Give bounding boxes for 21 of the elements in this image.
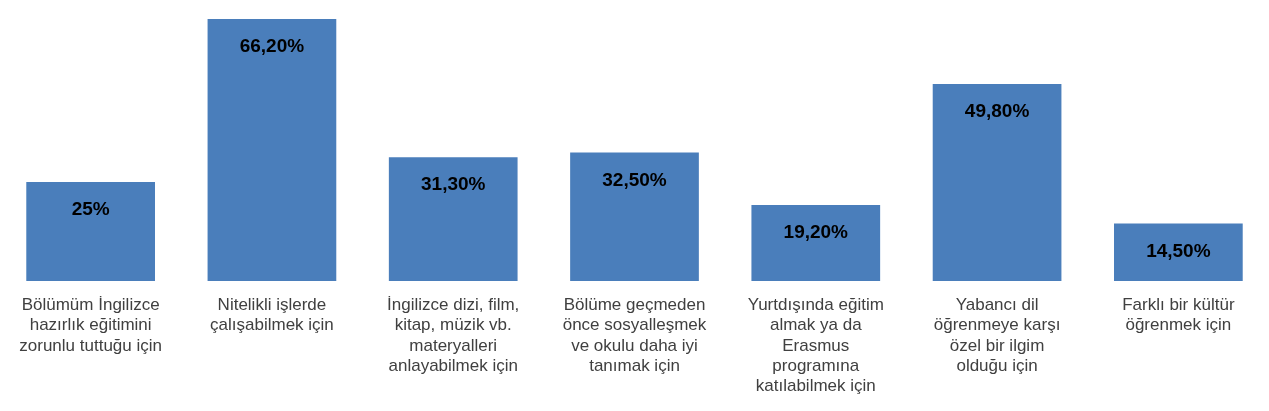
data-label: 49,80% [964,100,1030,122]
data-label: 32,50% [602,168,667,190]
bar [26,182,155,281]
x-tick-label: İngilizce dizi, film, kitap, müzik vb. materyalleri anlayabilmek için [387,294,520,376]
data-label: 66,20% [239,35,305,57]
data-label: 25% [71,198,110,220]
bar [932,83,1062,281]
data-label: 14,50% [1146,239,1211,261]
x-tick-label: Yurtdışında eğitim almak ya da Erasmus programına katılabilmek için [747,294,884,396]
bar [207,19,337,281]
x-tick-label: Bölüme geçmeden önce sosyalleşmek ve okulu daha iyi tanımak için [562,294,707,376]
x-tick-label: Farklı bir kültür öğrenmek için [1122,294,1235,335]
bar [751,205,881,281]
bar [570,152,699,281]
x-tick-label: Bölümüm İngilizce hazırlık eğitimini zorunlu tuttuğu için [19,294,162,355]
data-label: 19,20% [783,221,849,243]
bar [388,157,518,281]
data-label: 31,30% [420,173,486,195]
bar [1114,223,1243,281]
x-tick-label: Nitelikli işlerde çalışabilmek için [210,294,334,335]
x-tick-label: Yabancı dil öğrenmeye karşı özel bir ilgim olduğu için [933,294,1061,376]
